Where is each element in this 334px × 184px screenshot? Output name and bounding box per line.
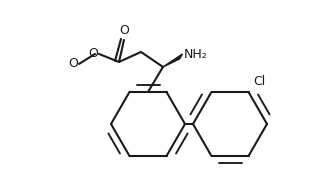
Text: O: O bbox=[119, 24, 129, 37]
Polygon shape bbox=[163, 54, 182, 67]
Text: Cl: Cl bbox=[254, 75, 266, 88]
Text: NH₂: NH₂ bbox=[184, 48, 208, 61]
Text: O: O bbox=[68, 57, 78, 70]
Text: O: O bbox=[88, 47, 98, 61]
